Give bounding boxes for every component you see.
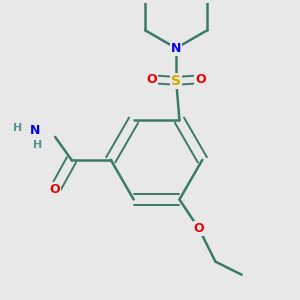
Text: N: N xyxy=(171,42,181,55)
Text: O: O xyxy=(50,183,60,196)
Text: S: S xyxy=(171,74,181,88)
Text: O: O xyxy=(146,73,157,86)
Text: O: O xyxy=(194,222,204,236)
Text: N: N xyxy=(30,124,41,137)
Text: O: O xyxy=(195,73,206,86)
Text: H: H xyxy=(13,123,22,133)
Text: H: H xyxy=(32,140,42,150)
